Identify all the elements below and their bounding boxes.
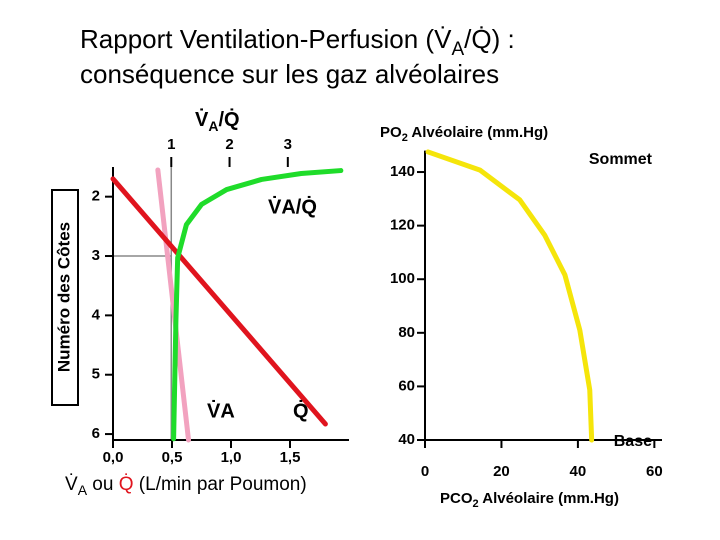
x-tick-label: 0,5 (162, 449, 183, 466)
x-axis-label: V̇A ou Q̇ (L/min par Poumon) (65, 474, 307, 498)
y-tick-label: 60 (398, 377, 415, 394)
slide-title: conséquence sur les gaz alvéolaires (80, 59, 499, 89)
series-label: V̇A/Q̇ (268, 194, 317, 218)
title-part: /Q̇) : (464, 24, 515, 54)
slide-title: Rapport Ventilation-Perfusion (V̇A/Q̇) : (80, 24, 515, 60)
label-part: PO (380, 124, 402, 141)
x-tick-label: 60 (646, 463, 663, 480)
y-tick-label: 80 (398, 324, 415, 341)
series-line (110, 176, 328, 427)
x-tick-label: 1,0 (221, 449, 242, 466)
y-tick-label: 2 (92, 188, 100, 205)
label-part: /Q̇ (218, 107, 239, 131)
series-label: Q̇ (293, 398, 309, 422)
series-line (171, 168, 344, 442)
x-tick-label: 20 (493, 463, 510, 480)
annotation: Sommet (589, 151, 653, 168)
x-tick-label: 1,5 (280, 449, 301, 466)
label-part: (L/min par Poumon) (134, 474, 307, 495)
label-part: Q̇ (119, 474, 134, 495)
y-tick-label: 40 (398, 431, 415, 448)
y-tick-label: 140 (390, 163, 415, 180)
y-tick-label: 3 (92, 247, 100, 264)
x-axis-label: PCO2 Alvéolaire (mm.Hg) (440, 490, 619, 510)
title-part: Rapport Ventilation-Perfusion (V̇ (80, 24, 452, 54)
y-tick-label: 6 (92, 425, 100, 442)
label-part: Alvéolaire (mm.Hg) (479, 490, 619, 507)
label-part: Alvéolaire (mm.Hg) (408, 124, 548, 141)
label-subscript: A (78, 482, 88, 498)
y-tick-label: 100 (390, 270, 415, 287)
x-tick-label: 0 (421, 463, 429, 480)
annotation: Base (614, 433, 652, 450)
y-tick-label: 4 (92, 306, 101, 323)
label-part: PCO (440, 490, 473, 507)
y-axis-label: Numéro des Côtes (54, 222, 73, 372)
x2-tick-label: 1 (167, 136, 175, 153)
series-line (155, 167, 192, 443)
ylabel-box (51, 189, 79, 406)
y-tick-label: 120 (390, 217, 415, 234)
x2-tick-label: 2 (225, 136, 233, 153)
label-part: ou (87, 474, 119, 495)
series-line (425, 149, 595, 443)
label-subscript: 2 (402, 132, 408, 144)
title-subscript: A (451, 39, 464, 60)
label-part: V̇ (65, 474, 78, 495)
label-subscript: 2 (473, 498, 479, 510)
x-tick-label: 40 (570, 463, 587, 480)
label-part: V̇ (195, 107, 209, 131)
y-axis-label: PO2 Alvéolaire (mm.Hg) (380, 124, 548, 144)
label-subscript: A (208, 118, 218, 134)
y-tick-label: 5 (92, 366, 100, 383)
x-tick-label: 0,0 (103, 449, 124, 466)
x2-axis-label: V̇A/Q̇ (195, 107, 240, 134)
series-label: V̇A (207, 398, 235, 422)
x2-tick-label: 3 (284, 136, 292, 153)
